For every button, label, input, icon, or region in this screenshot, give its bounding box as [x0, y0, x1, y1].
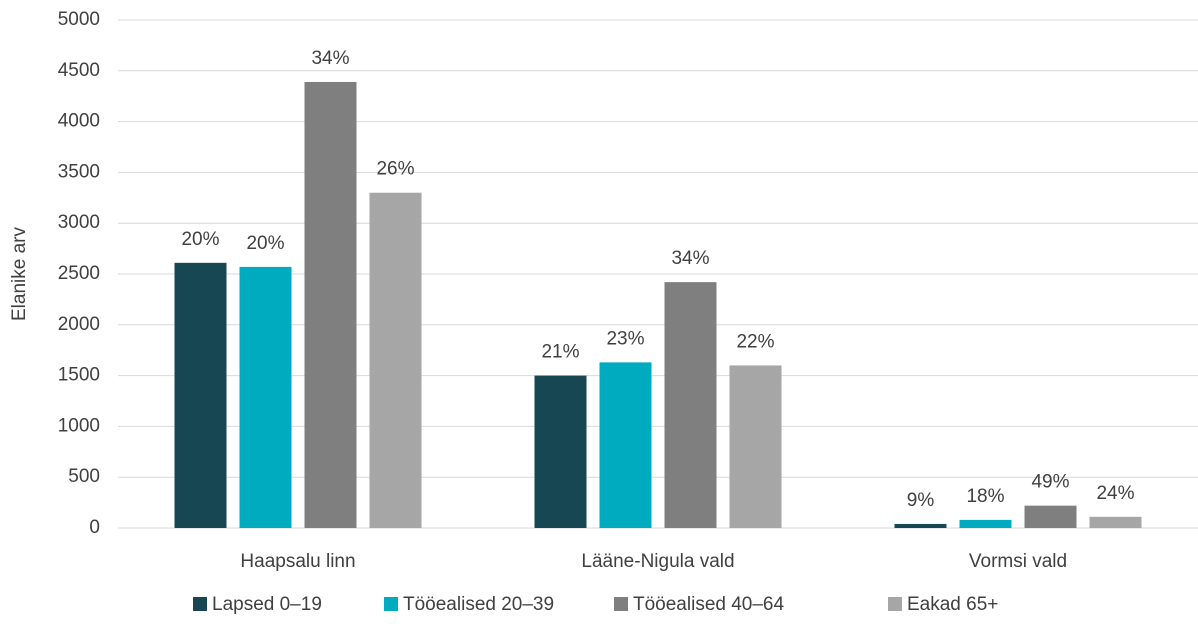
y-tick-label: 500 — [68, 466, 100, 487]
data-label: 21% — [541, 342, 579, 363]
data-label: 34% — [311, 48, 349, 69]
data-label: 26% — [376, 159, 414, 180]
data-label: 49% — [1031, 472, 1069, 493]
data-label: 18% — [966, 486, 1004, 507]
y-axis-label: Elanike arv — [9, 227, 30, 321]
legend-swatch — [888, 597, 902, 611]
y-tick-label: 4500 — [58, 60, 100, 81]
bar — [729, 365, 782, 528]
bar — [369, 192, 422, 528]
data-label: 9% — [907, 490, 935, 511]
bar — [534, 375, 587, 528]
legend-label: Tööealised 20–39 — [403, 594, 554, 615]
x-tick-label: Lääne-Nigula vald — [581, 551, 734, 572]
data-label: 20% — [181, 229, 219, 250]
legend-label: Eakad 65+ — [907, 594, 998, 615]
y-tick-label: 5000 — [58, 9, 100, 30]
bar — [304, 81, 357, 528]
x-tick-label: Vormsi vald — [969, 551, 1067, 572]
legend-swatch — [193, 597, 207, 611]
data-label: 24% — [1096, 483, 1134, 504]
legend-label: Tööealised 40–64 — [633, 594, 784, 615]
y-tick-label: 2500 — [58, 263, 100, 284]
data-label: 22% — [736, 331, 774, 352]
x-tick-label: Haapsalu linn — [240, 551, 355, 572]
y-tick-label: 0 — [89, 517, 100, 538]
legend-swatch — [384, 597, 398, 611]
data-label: 23% — [606, 328, 644, 349]
legend-label: Lapsed 0–19 — [212, 594, 322, 615]
bar — [1089, 516, 1142, 528]
data-label: 34% — [671, 248, 709, 269]
y-tick-label: 3000 — [58, 212, 100, 233]
y-tick-label: 1500 — [58, 365, 100, 386]
bar — [959, 519, 1012, 528]
bar — [894, 523, 947, 528]
data-label: 20% — [246, 233, 284, 254]
y-tick-label: 3500 — [58, 161, 100, 182]
bar — [1024, 505, 1077, 528]
bar — [174, 262, 227, 528]
y-tick-label: 4000 — [58, 111, 100, 132]
bar — [664, 282, 717, 528]
bar — [599, 362, 652, 528]
legend-swatch — [614, 597, 628, 611]
y-tick-label: 1000 — [58, 415, 100, 436]
y-tick-label: 2000 — [58, 314, 100, 335]
bar — [239, 266, 292, 528]
